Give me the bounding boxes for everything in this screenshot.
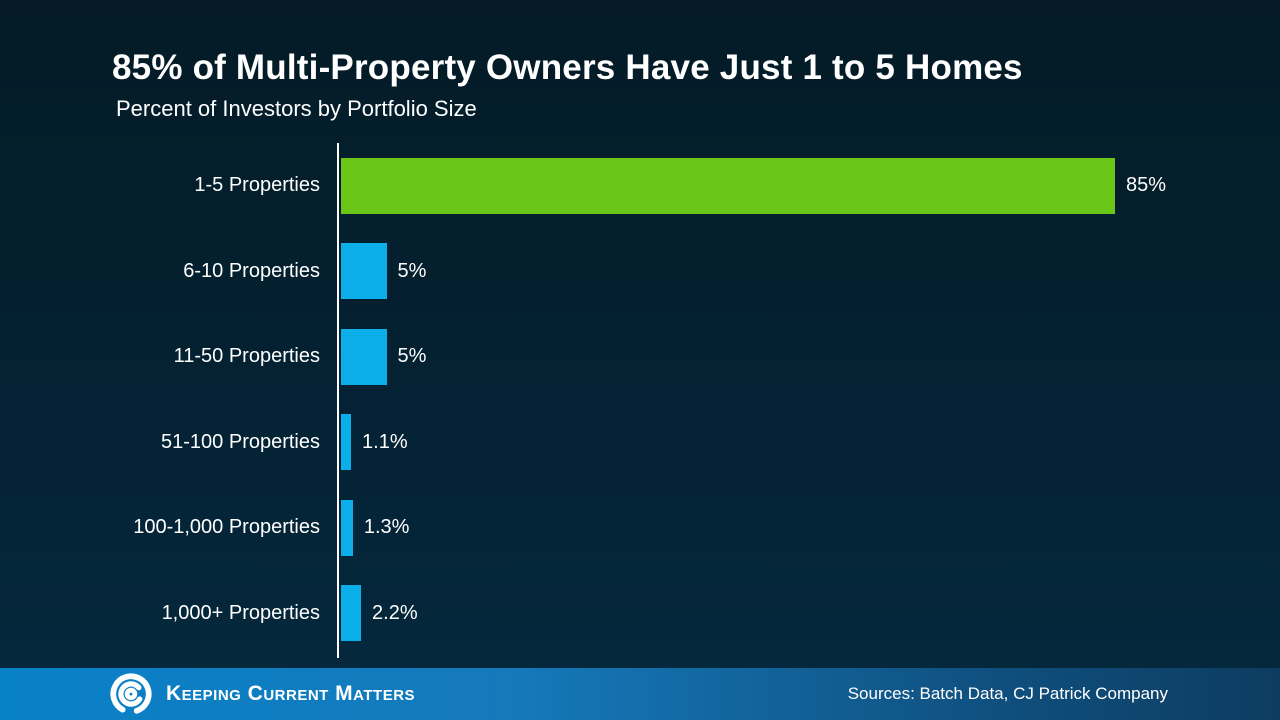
brand-name: Keeping Current Matters bbox=[166, 682, 416, 705]
bar bbox=[341, 157, 1115, 214]
chart-row: 11-50 Properties 5% bbox=[0, 314, 1280, 400]
chart-rows: 1-5 Properties 85% 6-10 Properties 5% 11-50 … bbox=[0, 143, 1280, 656]
bar-chart: 1-5 Properties 85% 6-10 Properties 5% 11-50 … bbox=[0, 143, 1280, 658]
sources-text: Sources: Batch Data, CJ Patrick Company bbox=[847, 684, 1168, 703]
chart-row: 1-5 Properties 85% bbox=[0, 143, 1280, 229]
category-label: 6-10 Properties bbox=[183, 259, 320, 282]
category-label: 1-5 Properties bbox=[194, 174, 320, 197]
category-label: 100-1,000 Properties bbox=[133, 516, 320, 539]
chart-row: 100-1,000 Properties 1.3% bbox=[0, 485, 1280, 571]
value-label: 1.1% bbox=[362, 430, 408, 453]
value-label: 85% bbox=[1126, 174, 1167, 197]
page-title: 85% of Multi-Property Owners Have Just 1… bbox=[112, 48, 1023, 87]
bar bbox=[341, 585, 362, 642]
kcm-swirl-logo-icon bbox=[108, 671, 154, 717]
chart-row: 51-100 Properties 1.1% bbox=[0, 400, 1280, 486]
chart-row: 1,000+ Properties 2.2% bbox=[0, 571, 1280, 657]
value-label: 5% bbox=[397, 259, 427, 282]
footer-bar: Keeping Current Matters Sources: Batch D… bbox=[0, 668, 1280, 720]
bar bbox=[341, 328, 387, 385]
chart-row: 6-10 Properties 5% bbox=[0, 229, 1280, 315]
category-label: 11-50 Properties bbox=[173, 345, 320, 368]
value-label: 1.3% bbox=[363, 516, 410, 539]
bar bbox=[341, 243, 387, 300]
y-axis-line bbox=[337, 143, 339, 658]
bar bbox=[341, 499, 353, 556]
category-label: 51-100 Properties bbox=[161, 430, 320, 453]
page-subtitle: Percent of Investors by Portfolio Size bbox=[116, 96, 477, 121]
category-label: 1,000+ Properties bbox=[161, 601, 320, 624]
value-label: 5% bbox=[397, 345, 427, 368]
brand: Keeping Current Matters bbox=[108, 671, 415, 717]
bar bbox=[341, 414, 352, 471]
value-label: 2.2% bbox=[372, 601, 418, 624]
